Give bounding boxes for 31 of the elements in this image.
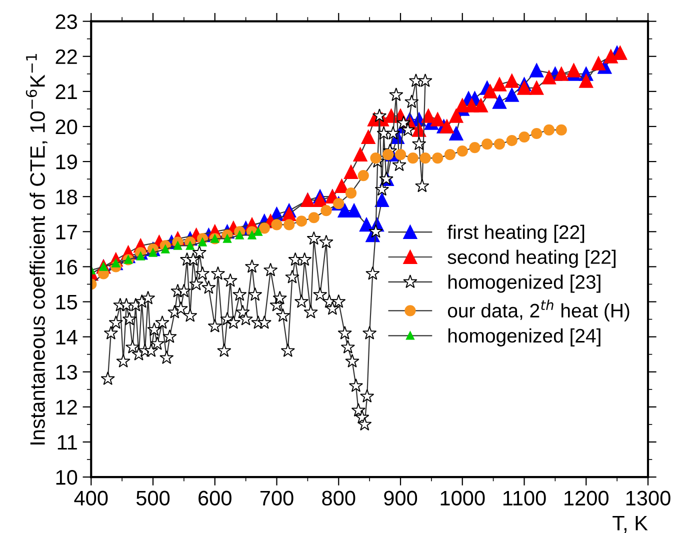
y-tick-label: 17 xyxy=(56,224,77,240)
legend-label: homogenized [24] xyxy=(448,328,600,346)
y-tick-label: 11 xyxy=(58,435,77,450)
x-axis-title: T, K xyxy=(612,516,648,533)
x-tick-label: 900 xyxy=(384,490,418,506)
y-axis-title: Instantaneous coefficient of CTE, 10$^{−6}$K$^{−1}$ xyxy=(26,54,48,444)
legend-label: second heating [22] xyxy=(448,250,616,268)
y-tick-label: 18 xyxy=(56,190,78,204)
x-tick-label: 800 xyxy=(322,490,356,506)
x-tick-label: 1000 xyxy=(440,490,485,506)
y-tick-label: 14 xyxy=(56,330,78,344)
x-tick-label: 1200 xyxy=(564,490,608,506)
x-tick-label: 400 xyxy=(74,490,108,506)
x-tick-label: 600 xyxy=(198,490,232,506)
y-tick-label: 15 xyxy=(56,294,78,310)
y-tick-label: 20 xyxy=(56,119,78,134)
y-tick-label: 10 xyxy=(56,470,78,485)
legend-label: our data, 2$^{th}$ heat (H) xyxy=(448,300,630,322)
legend-label: homogenized [23] xyxy=(448,274,600,293)
y-tick-label: 23 xyxy=(56,14,78,30)
x-tick-label: 700 xyxy=(260,490,294,506)
x-tick-label: 500 xyxy=(136,490,170,506)
x-tick-label: 1100 xyxy=(503,490,546,506)
y-tick-label: 12 xyxy=(56,400,77,414)
x-tick-label: 1300 xyxy=(626,490,670,506)
y-tick-label: 13 xyxy=(56,364,78,380)
y-tick-label: 16 xyxy=(56,260,78,274)
legend-label: first heating [22] xyxy=(447,224,584,243)
y-tick-label: 19 xyxy=(56,154,77,170)
y-tick-label: 22 xyxy=(56,49,77,64)
y-tick-label: 21 xyxy=(56,84,77,99)
